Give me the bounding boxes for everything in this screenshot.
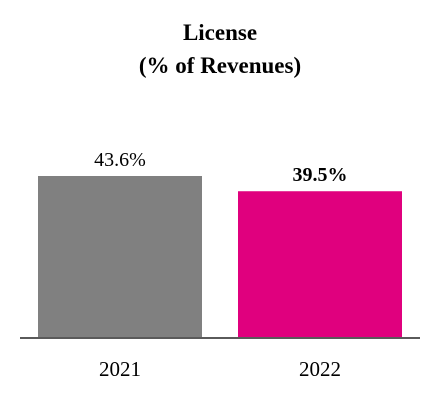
x-tick-label-2022: 2022 [299,357,341,381]
chart-title-line-1: License [183,20,257,45]
bars-group [38,176,402,338]
labels-group: 43.6% 2021 39.5% 2022 [94,149,347,381]
chart-title-line-2: (% of Revenues) [139,53,301,78]
bar-2021 [38,176,202,338]
data-label-2021: 43.6% [94,149,146,171]
data-label-2022: 39.5% [293,164,348,186]
bar-2022 [238,191,402,338]
x-tick-label-2021: 2021 [99,357,141,381]
